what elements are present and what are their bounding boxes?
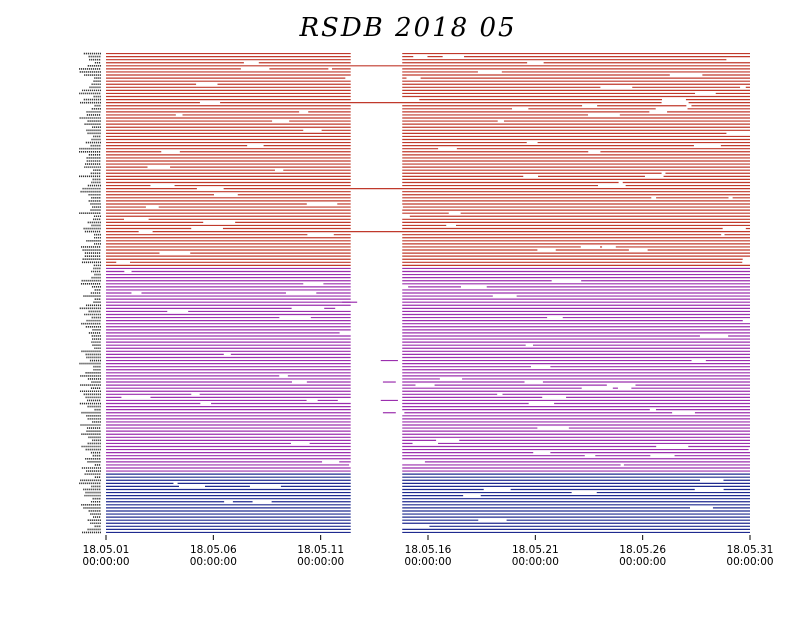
x-axis: 18.05.0100:00:0018.05.0600:00:0018.05.11… (82, 535, 774, 568)
x-tick-label-time: 00:00:00 (726, 556, 773, 568)
x-tick-label-date: 18.05.16 (405, 544, 452, 556)
x-tick-label-date: 18.05.21 (512, 544, 559, 556)
x-tick-label-date: 18.05.31 (727, 544, 774, 556)
x-tick-label-time: 00:00:00 (82, 556, 129, 568)
x-tick-label-date: 18.05.11 (297, 544, 344, 556)
x-tick-label-date: 18.05.01 (83, 544, 130, 556)
x-tick-label-time: 00:00:00 (297, 556, 344, 568)
x-tick-label-time: 00:00:00 (619, 556, 666, 568)
x-tick-label-date: 18.05.26 (619, 544, 666, 556)
x-tick-label-time: 00:00:00 (190, 556, 237, 568)
x-tick-label-date: 18.05.06 (190, 544, 237, 556)
station-label-layer (79, 52, 101, 534)
chart-title: RSDB 2018 05 (298, 13, 516, 43)
x-tick-label-time: 00:00:00 (404, 556, 451, 568)
x-tick-label-time: 00:00:00 (512, 556, 559, 568)
rows-layer (106, 52, 750, 534)
